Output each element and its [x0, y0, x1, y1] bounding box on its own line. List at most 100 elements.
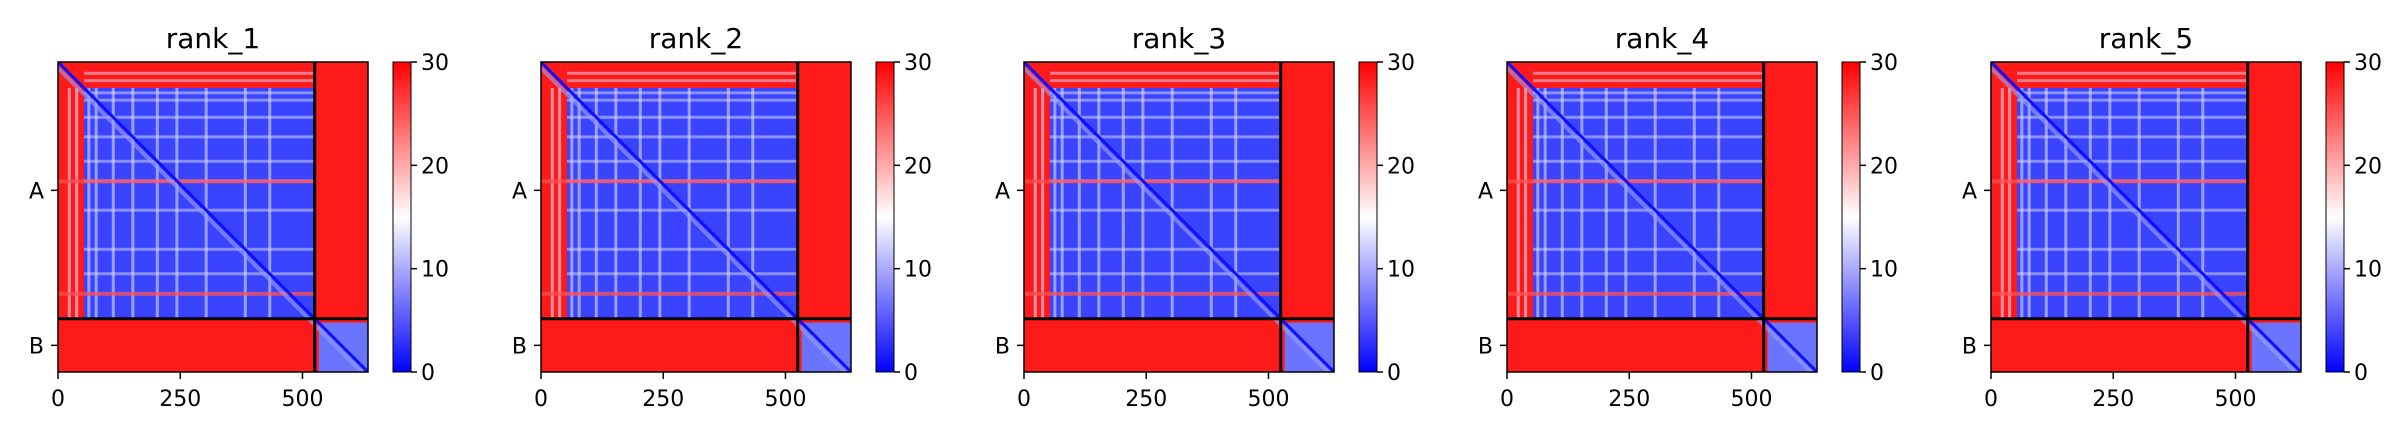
stripe-v — [2201, 88, 2205, 319]
x-tick-label: 0 — [1500, 387, 1514, 412]
stripe-v — [94, 88, 98, 319]
stripe-v — [1604, 88, 1608, 319]
colorbar-tick-label: 20 — [904, 154, 932, 179]
stripe-red — [541, 291, 798, 296]
stripe-v — [751, 88, 755, 319]
colorbar-tick-label: 30 — [1870, 51, 1898, 76]
plot-frame — [1023, 61, 1335, 373]
stripe-h — [84, 71, 315, 75]
stripe-h — [84, 272, 315, 276]
stripe-h — [2017, 91, 2248, 95]
stripe-h — [1533, 71, 1764, 75]
panel-5: rank_5 0 250 500 A B 0 10 20 30 — [1962, 22, 2382, 412]
stripe-v — [687, 88, 691, 319]
stripe-h — [84, 159, 315, 163]
stripe-h — [567, 272, 798, 276]
stripe-h — [84, 247, 315, 251]
stripe-h — [1533, 272, 1764, 276]
stripe-h — [2017, 115, 2248, 119]
x-tick-label: 500 — [281, 387, 323, 412]
stripe-red — [1507, 179, 1764, 184]
stripe-h — [567, 91, 798, 95]
matrix-diagonal — [541, 62, 851, 372]
x-tick-label: 500 — [1247, 387, 1289, 412]
stripe-h — [567, 79, 798, 83]
x-tick-label: 250 — [1608, 387, 1650, 412]
stripe-h — [84, 91, 315, 95]
stripe-v — [2000, 88, 2004, 319]
stripe-v — [1121, 88, 1125, 319]
stripe-h — [1050, 159, 1281, 163]
stripe-h — [84, 98, 315, 102]
stripe-h — [567, 247, 798, 251]
stripe-v — [1033, 88, 1037, 319]
colorbar-tick-label: 0 — [1387, 361, 1401, 386]
colorbar-tick-label: 10 — [421, 258, 449, 283]
panel-title: rank_1 — [166, 22, 260, 55]
pae-matrix — [1991, 62, 2301, 372]
colorbar-tick-label: 0 — [421, 361, 435, 386]
colorbar-tick-label: 10 — [1387, 258, 1415, 283]
colorbar-tick-label: 0 — [904, 361, 918, 386]
pae-matrix — [1507, 62, 1817, 372]
y-tick-label: B — [512, 334, 527, 359]
colorbar — [2325, 61, 2345, 373]
matrix-diagonal — [1024, 62, 1334, 372]
stripe-v — [2044, 88, 2048, 319]
x-tick-label: 0 — [51, 387, 65, 412]
stripe-v — [1536, 88, 1540, 319]
colorbar — [1841, 61, 1861, 373]
stripe-h — [567, 98, 798, 102]
stripe-v — [204, 88, 208, 319]
stripe-h — [2017, 159, 2248, 163]
colorbar-tick-label: 30 — [421, 51, 449, 76]
matrix-diagonal-band — [1024, 66, 1330, 372]
stripe-v — [1560, 88, 1564, 319]
colorbar — [392, 61, 412, 373]
colorbar — [875, 61, 895, 373]
stripe-v — [1041, 88, 1045, 319]
x-tick-label: 0 — [1017, 387, 1031, 412]
panel-4: rank_4 0 250 500 A B 0 10 20 30 — [1478, 22, 1898, 412]
stripe-h — [1533, 98, 1764, 102]
plot-frame — [540, 61, 852, 373]
colorbar-tick-label: 30 — [1387, 51, 1415, 76]
colorbar-tick-label: 20 — [1387, 154, 1415, 179]
stripe-v — [594, 88, 598, 319]
stripe-v — [131, 88, 135, 319]
stripe-h — [1050, 71, 1281, 75]
matrix-diagonal-band — [541, 66, 847, 372]
matrix-diagonal — [1507, 62, 1817, 372]
plot-frame — [57, 61, 369, 373]
stripe-h — [1533, 159, 1764, 163]
stripe-v — [2088, 88, 2092, 319]
stripe-v — [638, 88, 642, 319]
stripe-h — [2017, 135, 2248, 139]
stripe-v — [67, 88, 71, 319]
pae-matrix — [58, 62, 368, 372]
pae-matrix — [1024, 62, 1334, 372]
stripe-v — [1234, 88, 1238, 319]
stripe-v — [2020, 88, 2024, 319]
x-tick-label: 0 — [534, 387, 548, 412]
stripe-v — [1516, 88, 1520, 319]
stripe-h — [1533, 115, 1764, 119]
stripe-v — [726, 88, 730, 319]
stripe-h — [1050, 91, 1281, 95]
stripe-v — [2064, 88, 2068, 319]
stripe-red — [1024, 179, 1281, 184]
stripe-h — [1533, 247, 1764, 251]
stripe-v — [1717, 88, 1721, 319]
stripe-v — [1653, 88, 1657, 319]
y-tick-label: A — [29, 179, 44, 204]
plot-frame — [1990, 61, 2302, 373]
stripe-h — [1050, 272, 1281, 276]
panel-1: rank_1 0 250 500 A B 0 10 20 30 — [29, 22, 449, 412]
x-tick-label: 250 — [2092, 387, 2134, 412]
stripe-v — [111, 88, 115, 319]
colorbar-tick-label: 10 — [904, 258, 932, 283]
stripe-h — [1533, 91, 1764, 95]
panel-title: rank_5 — [2099, 22, 2193, 55]
stripe-v — [2027, 88, 2031, 319]
